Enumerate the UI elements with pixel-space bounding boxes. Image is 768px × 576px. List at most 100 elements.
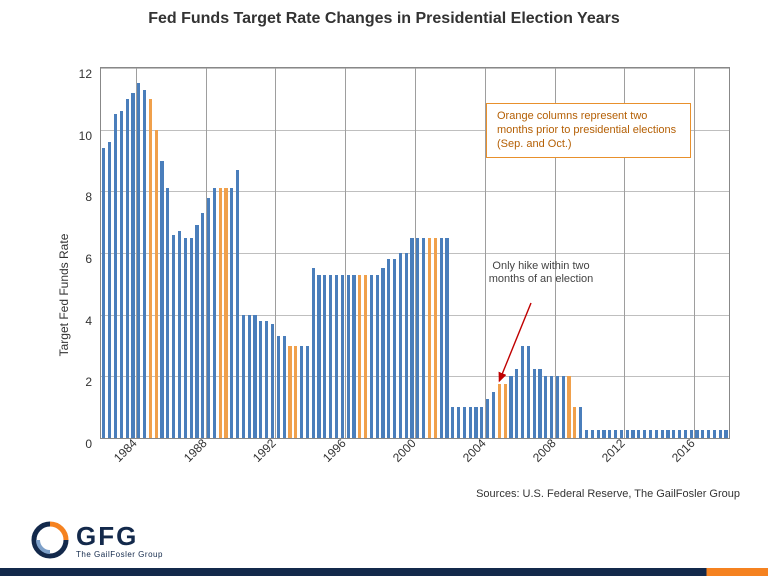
plot-area: Orange columns represent two months prio…: [100, 67, 730, 439]
bar-blue: [236, 170, 239, 438]
bar-blue: [143, 90, 146, 438]
bar-blue: [242, 315, 245, 438]
bar-blue: [550, 376, 553, 438]
bar-blue: [126, 99, 129, 438]
bar-blue: [335, 275, 338, 438]
bar-blue: [195, 225, 198, 438]
bar-blue: [451, 407, 454, 438]
bar-blue: [602, 430, 605, 438]
bar-blue: [393, 259, 396, 438]
bar-orange: [155, 130, 158, 438]
xtick-label: 1984: [111, 436, 140, 465]
bar-blue: [329, 275, 332, 438]
bar-blue: [597, 430, 600, 438]
bar-orange: [428, 238, 431, 438]
bar-blue: [672, 430, 675, 438]
bar-blue: [277, 336, 280, 438]
bar-blue: [381, 268, 384, 438]
bar-blue: [492, 392, 495, 438]
bar-orange: [294, 346, 297, 439]
bar-blue: [701, 430, 704, 438]
bar-blue: [131, 93, 134, 438]
xtick-label: 2004: [460, 436, 489, 465]
bar-blue: [347, 275, 350, 438]
bar-blue: [248, 315, 251, 438]
bar-blue: [172, 235, 175, 439]
xtick-label: 2016: [669, 436, 698, 465]
bar-blue: [474, 407, 477, 438]
bar-blue: [544, 376, 547, 438]
bar-blue: [556, 376, 559, 438]
gfg-logo-mark: [30, 520, 70, 560]
bar-orange: [149, 99, 152, 438]
bar-blue: [317, 275, 320, 438]
bar-blue: [469, 407, 472, 438]
bar-blue: [690, 430, 693, 438]
bar-blue: [178, 231, 181, 438]
bar-blue: [515, 369, 518, 438]
legend-note: Orange columns represent two months prio…: [486, 103, 691, 158]
bar-blue: [399, 253, 402, 438]
bar-blue: [440, 238, 443, 438]
vgridline: [694, 68, 695, 438]
bar-blue: [207, 198, 210, 439]
bar-blue: [463, 407, 466, 438]
bar-blue: [480, 407, 483, 438]
bar-blue: [637, 430, 640, 438]
bar-blue: [114, 114, 117, 438]
bar-orange: [358, 275, 361, 438]
bar-orange: [504, 384, 507, 438]
xtick-label: 1992: [250, 436, 279, 465]
gfg-logo-text-wrap: GFG The GailFosler Group: [76, 521, 163, 559]
bar-blue: [108, 142, 111, 438]
bar-blue: [376, 275, 379, 438]
xtick-label: 2008: [530, 436, 559, 465]
bar-blue: [649, 430, 652, 438]
bar-blue: [259, 321, 262, 438]
bar-blue: [457, 407, 460, 438]
bar-blue: [253, 315, 256, 438]
bar-blue: [387, 259, 390, 438]
bar-orange: [573, 407, 576, 438]
bar-blue: [591, 430, 594, 438]
chart-wrapper: Target Fed Funds Rate Orange columns rep…: [30, 45, 738, 475]
bar-orange: [219, 188, 222, 438]
bar-blue: [120, 111, 123, 438]
footer-accent-bar: [0, 568, 768, 576]
gfg-logo-subtext: The GailFosler Group: [76, 550, 163, 559]
xtick-label: 1996: [320, 436, 349, 465]
bar-blue: [527, 346, 530, 439]
bar-blue: [306, 346, 309, 439]
bar-blue: [312, 268, 315, 438]
bar-blue: [707, 430, 710, 438]
bar-blue: [323, 275, 326, 438]
bar-blue: [521, 346, 524, 439]
bar-blue: [655, 430, 658, 438]
bar-blue: [724, 430, 727, 438]
bar-orange: [498, 384, 501, 438]
bar-blue: [416, 238, 419, 438]
bar-blue: [626, 430, 629, 438]
bar-blue: [137, 83, 140, 438]
bar-blue: [695, 430, 698, 438]
bar-blue: [608, 430, 611, 438]
bar-blue: [538, 369, 541, 438]
bar-blue: [190, 238, 193, 438]
bar-orange: [224, 188, 227, 438]
chart-title: Fed Funds Target Rate Changes in Preside…: [0, 10, 768, 28]
bar-blue: [579, 407, 582, 438]
bar-blue: [370, 275, 373, 438]
bar-blue: [341, 275, 344, 438]
bar-blue: [166, 188, 169, 438]
bar-blue: [445, 238, 448, 438]
bar-blue: [585, 430, 588, 438]
bar-blue: [230, 188, 233, 438]
bar-blue: [184, 238, 187, 438]
bar-blue: [713, 430, 716, 438]
chart-frame: Fed Funds Target Rate Changes in Preside…: [0, 0, 768, 576]
bar-blue: [300, 346, 303, 439]
bar-blue: [666, 430, 669, 438]
bar-blue: [271, 324, 274, 438]
annotation-hike: Only hike within two months of an electi…: [476, 260, 606, 286]
bar-blue: [410, 238, 413, 438]
